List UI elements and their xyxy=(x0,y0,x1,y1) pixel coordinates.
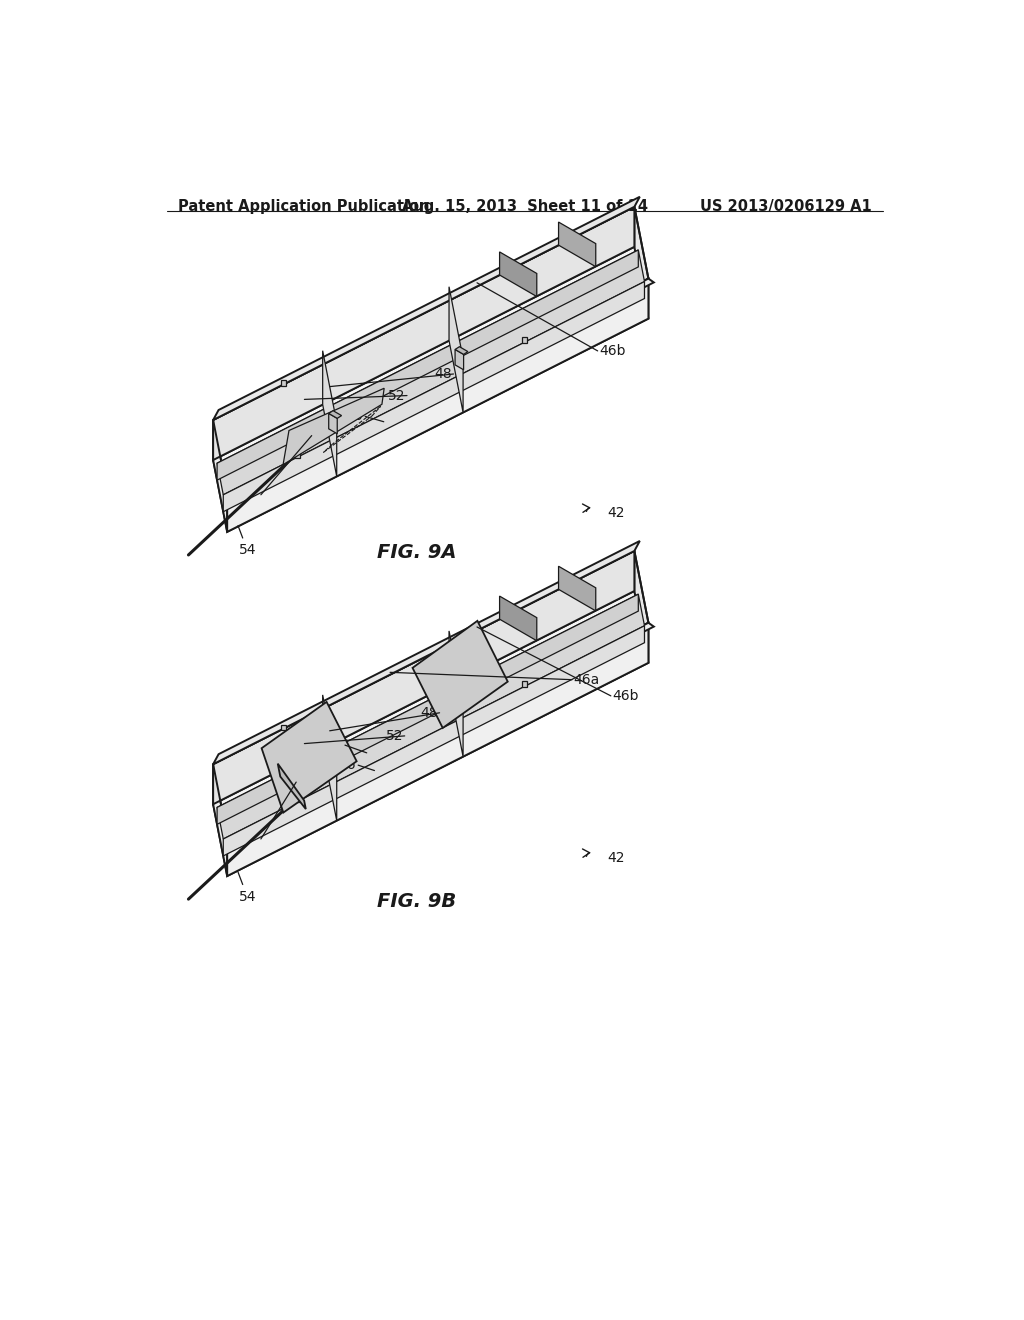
Polygon shape xyxy=(413,620,508,727)
Polygon shape xyxy=(281,380,286,385)
Polygon shape xyxy=(278,764,306,809)
Text: 46b: 46b xyxy=(612,689,639,702)
Polygon shape xyxy=(295,796,300,801)
Polygon shape xyxy=(635,207,648,318)
FancyArrowPatch shape xyxy=(583,849,590,857)
Text: 54: 54 xyxy=(240,890,257,904)
Polygon shape xyxy=(329,413,337,434)
Polygon shape xyxy=(217,594,638,824)
Polygon shape xyxy=(450,631,463,756)
Text: 52: 52 xyxy=(386,729,403,743)
Text: 44: 44 xyxy=(326,738,343,752)
Polygon shape xyxy=(223,281,644,512)
Polygon shape xyxy=(281,725,286,730)
Polygon shape xyxy=(500,597,537,640)
Polygon shape xyxy=(217,249,644,495)
Polygon shape xyxy=(227,623,654,840)
Polygon shape xyxy=(217,249,638,480)
Text: 56: 56 xyxy=(339,758,356,772)
Polygon shape xyxy=(213,591,648,876)
Text: 56: 56 xyxy=(346,409,364,424)
Polygon shape xyxy=(283,388,384,465)
Polygon shape xyxy=(213,420,227,532)
Polygon shape xyxy=(227,279,648,532)
Text: Aug. 15, 2013  Sheet 11 of 14: Aug. 15, 2013 Sheet 11 of 14 xyxy=(401,199,648,214)
Polygon shape xyxy=(261,702,356,813)
Text: 50: 50 xyxy=(293,429,310,442)
Polygon shape xyxy=(558,222,596,267)
Text: 54: 54 xyxy=(240,544,257,557)
Polygon shape xyxy=(500,252,537,297)
Polygon shape xyxy=(323,351,337,477)
Text: 48: 48 xyxy=(421,706,438,719)
Text: 42: 42 xyxy=(607,850,625,865)
Polygon shape xyxy=(522,681,527,686)
Polygon shape xyxy=(213,764,227,876)
Polygon shape xyxy=(227,279,654,496)
Polygon shape xyxy=(558,566,596,611)
Text: 48: 48 xyxy=(434,367,452,381)
Text: 46b: 46b xyxy=(599,345,626,358)
Polygon shape xyxy=(227,623,648,876)
Text: 46a: 46a xyxy=(573,673,600,686)
Text: US 2013/0206129 A1: US 2013/0206129 A1 xyxy=(700,199,872,214)
Polygon shape xyxy=(217,594,644,840)
Text: 52: 52 xyxy=(388,388,406,403)
Polygon shape xyxy=(213,197,640,420)
Polygon shape xyxy=(223,626,644,855)
Text: 42: 42 xyxy=(607,506,625,520)
Text: FIG. 9B: FIG. 9B xyxy=(377,892,456,911)
Polygon shape xyxy=(329,411,342,418)
Polygon shape xyxy=(508,610,513,615)
Polygon shape xyxy=(455,347,468,354)
Polygon shape xyxy=(508,265,513,271)
Text: FIG. 9A: FIG. 9A xyxy=(377,543,456,562)
Polygon shape xyxy=(323,694,337,821)
Polygon shape xyxy=(450,286,463,412)
FancyArrowPatch shape xyxy=(583,504,590,512)
Polygon shape xyxy=(213,541,640,764)
Polygon shape xyxy=(213,207,635,461)
Polygon shape xyxy=(295,453,300,458)
Polygon shape xyxy=(635,550,648,663)
Polygon shape xyxy=(455,350,464,370)
Polygon shape xyxy=(213,247,648,532)
Text: 50: 50 xyxy=(278,775,295,789)
Text: Patent Application Publication: Patent Application Publication xyxy=(178,199,430,214)
Polygon shape xyxy=(213,550,635,804)
Polygon shape xyxy=(522,337,527,343)
